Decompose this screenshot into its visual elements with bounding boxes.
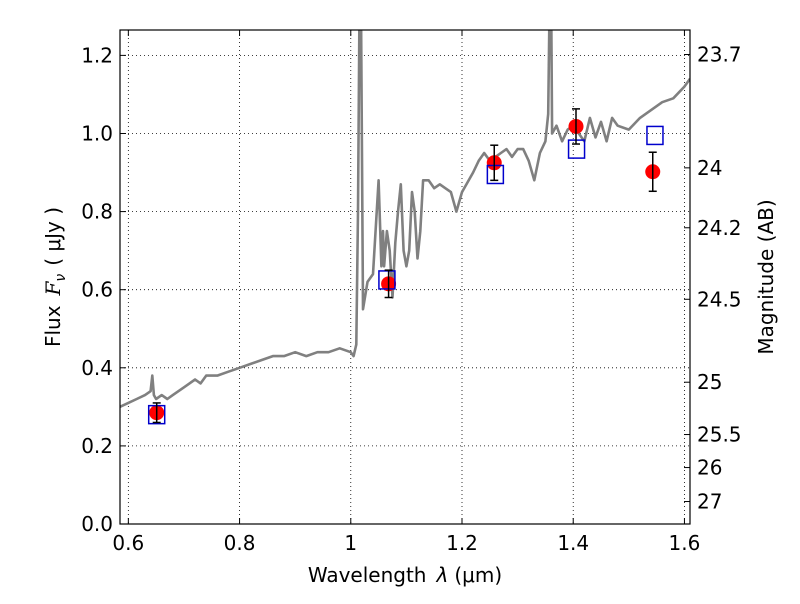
x-axis-title: Wavelength λ (μm) [308, 563, 502, 587]
model-point [486, 164, 505, 185]
y-tick-label: 0.0 [81, 512, 113, 536]
mag-tick-label: 23.7 [697, 42, 742, 66]
model-point [378, 270, 396, 290]
y-tick-label: 1.2 [81, 43, 113, 67]
x-tick-label: 1.6 [669, 531, 701, 555]
mag-tick-label: 24.2 [697, 216, 742, 240]
x-tick-label: 1 [344, 531, 357, 555]
x-tick-label: 1.4 [557, 531, 589, 555]
y-tick-label: 0.6 [81, 278, 113, 302]
model-point [646, 125, 664, 146]
y-axis-title-symbol: F [41, 280, 65, 296]
mag-tick-label: 27 [697, 490, 722, 514]
y-axis-title-unit: ( μJy ) [41, 207, 65, 266]
x-axis-title-symbol: λ [436, 563, 449, 587]
y-tick-label: 1.0 [81, 121, 113, 145]
y-axis-title-text: Flux [41, 305, 65, 347]
grid [120, 30, 690, 525]
x-tick-label: 0.6 [112, 531, 144, 555]
axis-ticks: 0.6 0.8 1 1.2 1.4 1.6 0.0 0.2 0.4 0.6 0.8 1.0 1.2 23.… [81, 30, 742, 555]
plot-frame [119, 29, 691, 525]
x-axis-title-unit: (μm) [454, 563, 502, 587]
mag-tick-label: 25.5 [697, 423, 742, 447]
y-tick-label: 0.8 [81, 200, 113, 224]
y-axis-title-sub: ν [53, 274, 69, 282]
mag-tick-label: 24 [697, 156, 722, 180]
y-tick-label: 0.4 [81, 356, 113, 380]
mag-tick-label: 24.5 [697, 287, 742, 311]
y2-axis-title: Magnitude (AB) [754, 199, 778, 354]
mag-tick-label: 25 [697, 370, 722, 394]
x-tick-label: 0.8 [224, 531, 256, 555]
y-tick-label: 0.2 [81, 434, 113, 458]
y-axis-title: Flux Fν ( μJy ) [41, 207, 69, 347]
model-spectrum-line [120, 30, 690, 408]
x-axis-title-text: Wavelength [308, 563, 427, 587]
plot-area [120, 30, 690, 425]
x-tick-label: 1.2 [446, 531, 478, 555]
mag-tick-label: 26 [697, 456, 722, 480]
